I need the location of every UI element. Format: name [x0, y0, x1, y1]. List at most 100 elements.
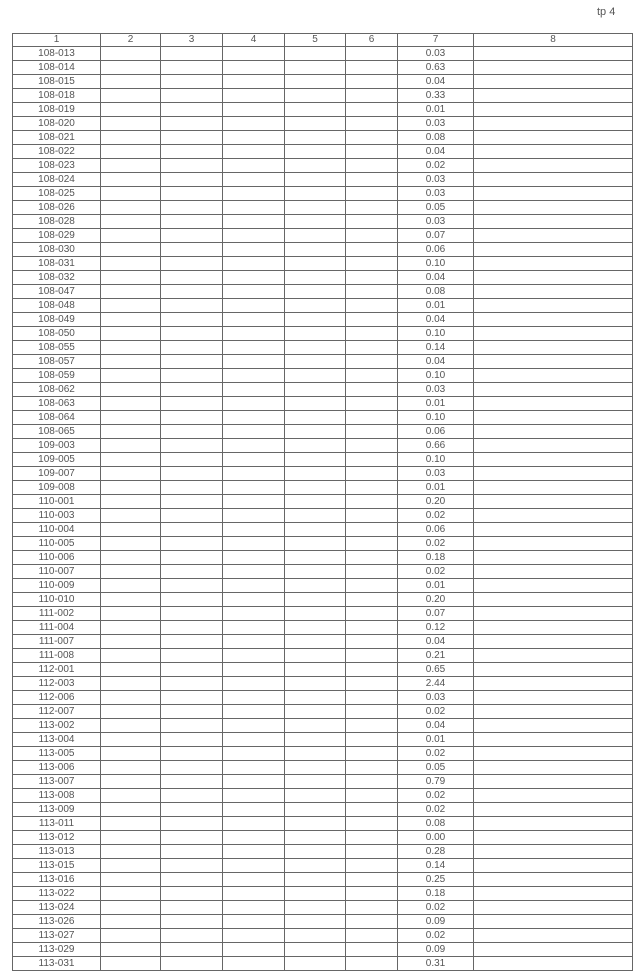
cell-value: 0.66: [397, 438, 474, 453]
cell-value: 0.18: [397, 550, 474, 565]
cell-empty: [160, 942, 223, 957]
table-row: 110-005 0.02: [12, 536, 633, 551]
cell-value: 0.04: [397, 718, 474, 733]
cell-empty: [100, 424, 161, 439]
cell-empty: [473, 284, 633, 299]
table-row: 108-026 0.05: [12, 200, 633, 215]
table-row: 112-001 0.65: [12, 662, 633, 677]
cell-empty: [100, 102, 161, 117]
cell-id: 113-008: [12, 788, 101, 803]
cell-empty: [100, 900, 161, 915]
cell-empty: [222, 480, 285, 495]
cell-empty: [345, 172, 398, 187]
cell-value: 0.02: [397, 802, 474, 817]
cell-empty: [284, 592, 346, 607]
cell-empty: [345, 550, 398, 565]
table-row: 113-011 0.08: [12, 816, 633, 831]
cell-empty: [160, 382, 223, 397]
cell-id: 111-004: [12, 620, 101, 635]
cell-id: 112-007: [12, 704, 101, 719]
cell-empty: [473, 732, 633, 747]
cell-empty: [345, 298, 398, 313]
cell-empty: [222, 88, 285, 103]
cell-empty: [160, 424, 223, 439]
cell-value: 0.04: [397, 312, 474, 327]
cell-id: 113-013: [12, 844, 101, 859]
cell-empty: [345, 368, 398, 383]
cell-value: 0.02: [397, 928, 474, 943]
cell-empty: [473, 564, 633, 579]
cell-id: 110-010: [12, 592, 101, 607]
cell-value: 0.08: [397, 816, 474, 831]
cell-empty: [284, 858, 346, 873]
cell-id: 108-014: [12, 60, 101, 75]
cell-empty: [160, 74, 223, 89]
cell-empty: [160, 438, 223, 453]
table-row: 108-013 0.03: [12, 46, 633, 61]
cell-id: 113-016: [12, 872, 101, 887]
cell-empty: [473, 886, 633, 901]
cell-empty: [100, 872, 161, 887]
cell-empty: [284, 186, 346, 201]
cell-empty: [345, 578, 398, 593]
cell-empty: [100, 788, 161, 803]
cell-empty: [100, 718, 161, 733]
cell-empty: [100, 914, 161, 929]
cell-empty: [160, 508, 223, 523]
cell-empty: [345, 788, 398, 803]
cell-empty: [284, 634, 346, 649]
cell-empty: [100, 564, 161, 579]
cell-empty: [222, 550, 285, 565]
cell-empty: [222, 578, 285, 593]
cell-id: 113-004: [12, 732, 101, 747]
cell-empty: [222, 746, 285, 761]
cell-empty: [473, 466, 633, 481]
cell-empty: [473, 788, 633, 803]
cell-value: 0.14: [397, 858, 474, 873]
cell-empty: [100, 648, 161, 663]
table-row: 108-018 0.33: [12, 88, 633, 103]
cell-empty: [160, 718, 223, 733]
cell-empty: [284, 452, 346, 467]
cell-empty: [284, 774, 346, 789]
cell-empty: [100, 326, 161, 341]
cell-empty: [160, 676, 223, 691]
cell-empty: [160, 116, 223, 131]
cell-empty: [100, 620, 161, 635]
cell-empty: [473, 746, 633, 761]
cell-empty: [100, 382, 161, 397]
cell-empty: [222, 410, 285, 425]
cell-empty: [284, 886, 346, 901]
cell-empty: [345, 354, 398, 369]
cell-empty: [222, 116, 285, 131]
cell-empty: [100, 802, 161, 817]
cell-empty: [284, 130, 346, 145]
cell-empty: [345, 158, 398, 173]
cell-empty: [222, 340, 285, 355]
cell-empty: [473, 830, 633, 845]
cell-empty: [284, 648, 346, 663]
cell-empty: [100, 858, 161, 873]
cell-empty: [222, 354, 285, 369]
cell-empty: [473, 242, 633, 257]
table-row: 111-002 0.07: [12, 606, 633, 621]
cell-id: 108-059: [12, 368, 101, 383]
cell-empty: [345, 536, 398, 551]
column-header: 3: [160, 33, 223, 47]
cell-empty: [160, 130, 223, 145]
cell-id: 113-022: [12, 886, 101, 901]
cell-empty: [284, 704, 346, 719]
cell-id: 109-003: [12, 438, 101, 453]
cell-empty: [284, 872, 346, 887]
cell-value: 0.18: [397, 886, 474, 901]
cell-id: 112-003: [12, 676, 101, 691]
cell-empty: [160, 144, 223, 159]
cell-empty: [473, 620, 633, 635]
cell-empty: [284, 508, 346, 523]
cell-empty: [160, 536, 223, 551]
cell-empty: [160, 802, 223, 817]
cell-empty: [473, 480, 633, 495]
table-row: 108-021 0.08: [12, 130, 633, 145]
table-row: 113-006 0.05: [12, 760, 633, 775]
